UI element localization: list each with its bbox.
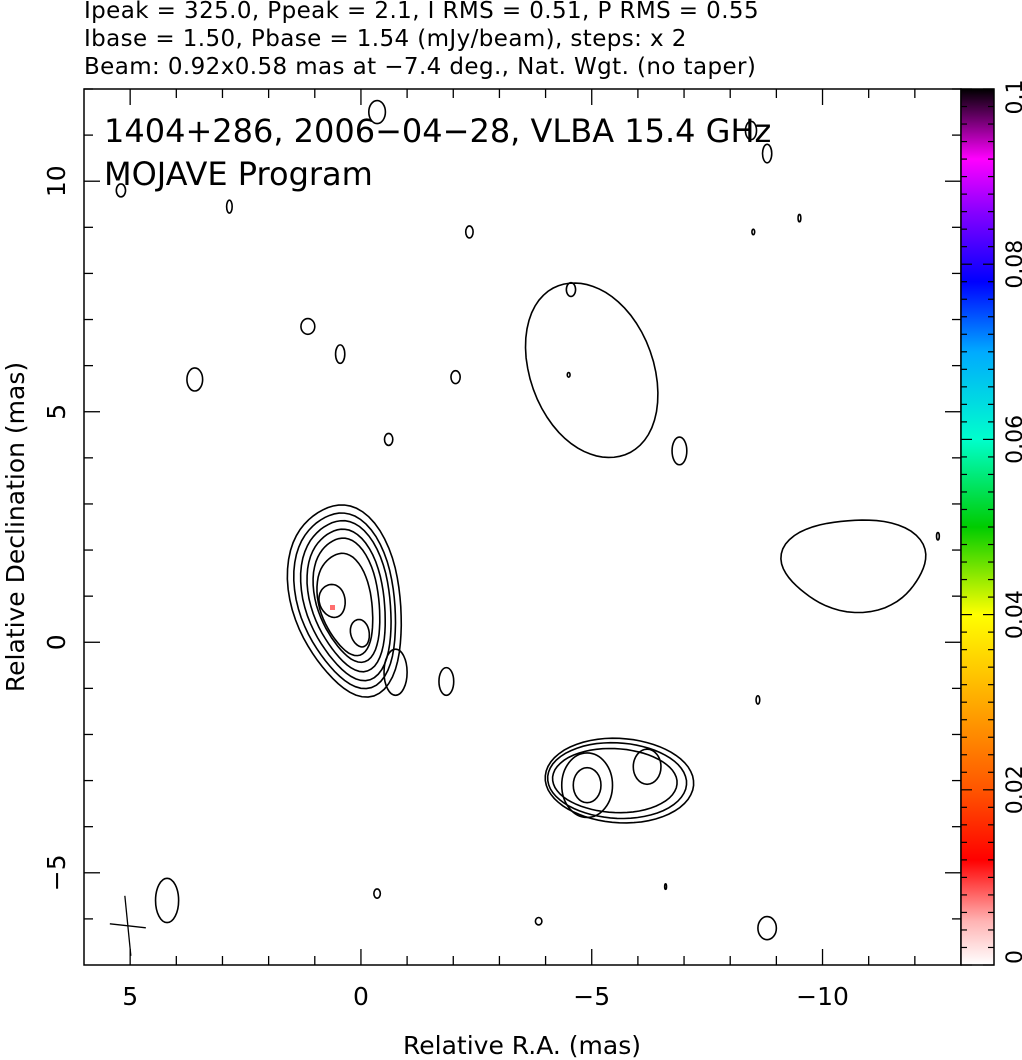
noise-contour	[751, 228, 756, 236]
header-line-3: Beam: 0.92x0.58 mas at −7.4 deg., Nat. W…	[84, 54, 757, 80]
x-tick-label: −5	[573, 982, 610, 1011]
noise-contour	[464, 225, 474, 239]
colorbar-tick-label: 0.08	[1003, 240, 1022, 289]
y-axis-label: Relative Declination (mas)	[1, 362, 30, 692]
y-tick-label: 10	[42, 165, 71, 197]
jet-component-contour	[551, 747, 678, 814]
header-line-2: Ibase = 1.50, Pbase = 1.54 (mJy/beam), s…	[84, 26, 687, 52]
noise-contour	[534, 916, 543, 926]
x-tick-label: −10	[796, 982, 849, 1011]
plot-frame	[83, 88, 962, 966]
noise-contour	[663, 883, 668, 891]
jet-component-contour	[632, 748, 662, 786]
noise-contour	[757, 915, 778, 941]
core-contour	[349, 618, 371, 648]
noise-contour	[186, 367, 204, 392]
x-tick-label: 0	[353, 982, 369, 1011]
noise-contour	[115, 183, 127, 198]
noise-contour	[565, 281, 577, 298]
noise-contour	[935, 531, 941, 541]
noise-contour	[671, 436, 688, 466]
peak-marker	[330, 605, 335, 610]
colorbar-tick-label: 0.1	[1003, 80, 1022, 115]
core-contour	[292, 512, 397, 690]
colorbar-tick-label: 0.06	[1003, 415, 1022, 464]
core-contour	[318, 583, 346, 619]
core-contour	[316, 552, 374, 657]
noise-contour	[225, 199, 233, 214]
noise-contour	[755, 694, 761, 705]
noise-contour	[383, 432, 394, 447]
jet-component-contour	[524, 282, 659, 459]
header-line-1: Ipeak = 325.0, Ppeak = 2.1, I RMS = 0.51…	[84, 0, 759, 24]
noise-contour	[438, 666, 455, 697]
noise-contour	[761, 143, 773, 164]
noise-contour	[154, 877, 180, 924]
y-tick-label: 5	[42, 404, 71, 420]
beam-minor-axis	[109, 923, 146, 929]
jet-component-contour	[546, 741, 688, 820]
colorbar-tick-label: 0.04	[1003, 590, 1022, 639]
jet-component-contour	[544, 737, 695, 824]
noise-contour	[367, 99, 387, 125]
noise-contour	[300, 317, 316, 336]
x-axis-label: Relative R.A. (mas)	[403, 1031, 641, 1060]
noise-contour	[373, 888, 382, 899]
core-contour	[286, 504, 403, 698]
x-tick-label: 5	[122, 982, 138, 1011]
y-tick-label: −5	[42, 854, 71, 891]
chart-subtitle: MOJAVE Program	[104, 155, 373, 193]
noise-contour	[797, 213, 802, 223]
colorbar-tick-label: 0	[1003, 950, 1022, 964]
noise-contour	[383, 648, 408, 697]
noise-contour	[450, 369, 461, 385]
jet-component-contour	[560, 752, 614, 819]
y-tick-label: 0	[42, 634, 71, 650]
noise-contour	[744, 120, 758, 141]
core-contour	[299, 519, 392, 682]
noise-contour	[334, 344, 346, 365]
jet-component-contour	[780, 519, 927, 614]
chart-title: 1404+286, 2006−04−28, VLBA 15.4 GHz	[104, 112, 771, 150]
core-contour	[312, 537, 381, 664]
jet-component-contour	[572, 766, 602, 804]
colorbar-tick-label: 0.02	[1003, 765, 1022, 814]
noise-contour	[566, 371, 571, 378]
core-contour	[306, 528, 386, 673]
